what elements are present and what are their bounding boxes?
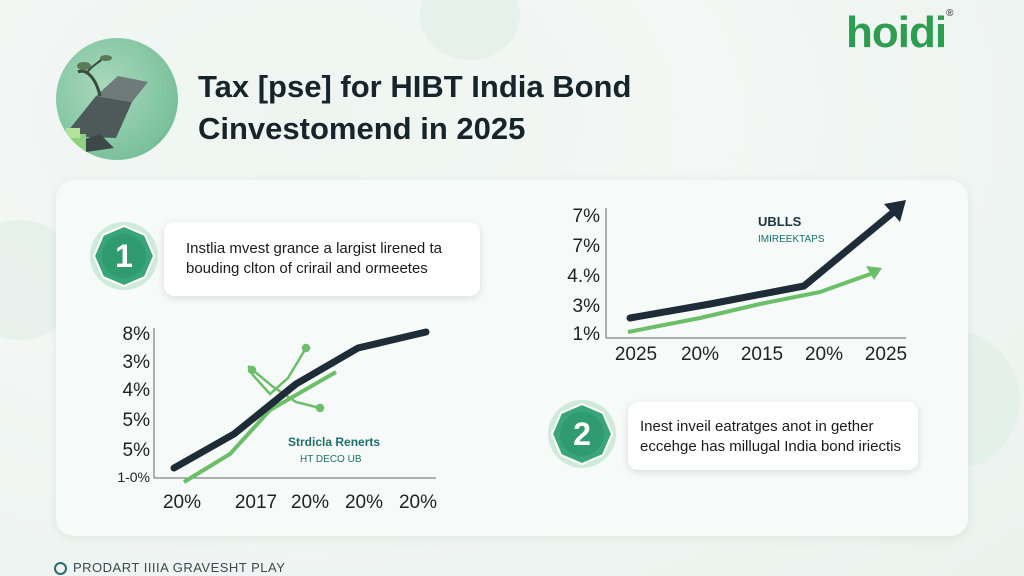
legend-subtitle: IMIREEKTAPS	[758, 234, 825, 245]
x-tick-label: 20%	[291, 492, 329, 513]
y-tick-label: 5%	[123, 410, 151, 431]
title-line-1: Tax [pse] for HIBT India Bond	[198, 69, 632, 104]
x-tick-label: 20%	[345, 492, 383, 513]
callout-text: Inest inveil eatratges anot in gether ec…	[640, 417, 916, 457]
y-tick-label: 1-0%	[117, 469, 150, 485]
right-line-chart: 7% 7% 4.% 3% 1% 2025 20% 2015 20% 2025 U…	[567, 200, 907, 365]
y-tick-label: 7%	[573, 206, 601, 227]
y-tick-label: 7%	[573, 236, 601, 257]
y-axis: 8% 3% 4% 5% 5% 1-0%	[117, 324, 155, 485]
y-tick-label: 4%	[123, 380, 151, 401]
dark-series-line	[170, 328, 430, 472]
x-tick-label: 20%	[163, 492, 201, 513]
y-tick-label: 3%	[573, 296, 601, 317]
badge-shape-icon	[90, 222, 158, 290]
y-tick-label: 3%	[123, 352, 151, 373]
green-series-line	[182, 370, 337, 484]
step-number: 1	[115, 238, 133, 274]
footer-text: PRODART IIIIA GRAVESHT PLAY	[73, 560, 286, 575]
x-tick-label: 20%	[805, 344, 843, 365]
x-axis: 20% 2017 20% 20% 20%	[154, 477, 437, 513]
x-tick-label: 20%	[681, 344, 719, 365]
logo-registered-mark: ®	[946, 8, 953, 19]
callout-text: Instlia mvest grance a largist lirened t…	[186, 239, 476, 279]
page-title: Tax [pse] for HIBT India Bond Cinvestome…	[198, 66, 631, 150]
hero-illustration	[56, 38, 178, 160]
legend-title: UBLLS	[758, 214, 802, 229]
background-blob	[420, 0, 520, 60]
callout-line-1: Instlia mvest grance a largist lirened t…	[186, 240, 442, 257]
brand-logo: hoidi®	[846, 8, 954, 58]
y-axis: 7% 7% 4.% 3% 1%	[567, 206, 607, 345]
legend-title: Strdicla Renerts	[288, 435, 380, 449]
callout-card-1: Instlia mvest grance a largist lirened t…	[164, 222, 480, 296]
callout-line-2: eccehge has millugal India bond iriectis	[640, 438, 901, 455]
green-series-line	[627, 270, 877, 334]
title-line-2: Cinvestomend in 2025	[198, 111, 526, 146]
dark-series-line	[626, 206, 900, 322]
green-arrow-head-icon	[866, 266, 882, 280]
legend-subtitle: HT DECO UB	[300, 454, 362, 465]
dark-arrow-head-icon	[884, 200, 906, 222]
callout-line-1: Inest inveil eatratges anot in gether	[640, 418, 874, 435]
rocket-plant-illustration-icon	[58, 55, 148, 156]
step-badge-1: 1	[88, 220, 160, 292]
circle-icon	[54, 562, 67, 576]
step-number: 2	[573, 416, 591, 452]
x-axis: 2025 20% 2015 20% 2025	[606, 337, 907, 365]
step-badge-2: 2	[546, 398, 618, 470]
badge-shape-icon	[548, 400, 616, 468]
callout-line-2: bouding clton of crirail and ormeetes	[186, 260, 428, 277]
y-tick-label: 8%	[123, 324, 151, 345]
x-tick-label: 2025	[615, 344, 657, 365]
y-tick-label: 1%	[573, 324, 601, 345]
left-line-chart: 8% 3% 4% 5% 5% 1-0% 20% 2017 20% 20% 20%…	[117, 324, 437, 513]
x-tick-label: 2015	[741, 344, 783, 365]
x-tick-label: 20%	[399, 492, 437, 513]
footer: PRODART IIIIA GRAVESHT PLAY	[54, 560, 286, 576]
callout-card-2: Inest inveil eatratges anot in gether ec…	[628, 402, 918, 470]
logo-text: hoidi	[846, 8, 947, 57]
y-tick-label: 5%	[123, 440, 151, 461]
x-tick-label: 2025	[865, 344, 907, 365]
y-tick-label: 4.%	[567, 266, 600, 287]
x-tick-label: 2017	[235, 492, 277, 513]
